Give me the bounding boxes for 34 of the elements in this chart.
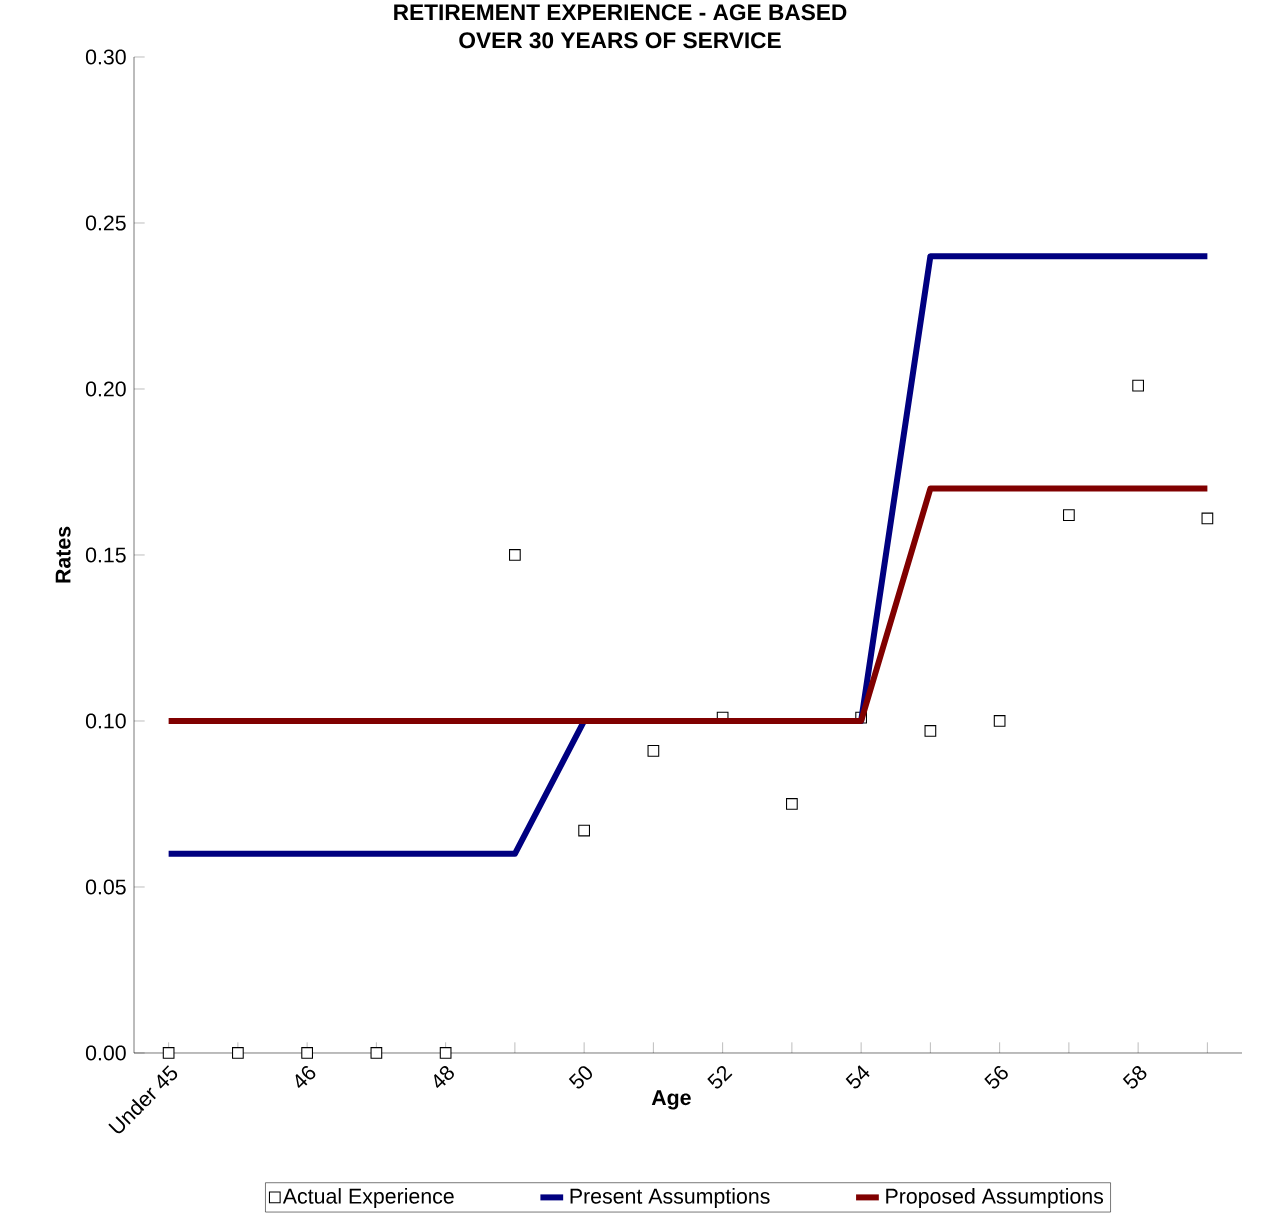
y-tick-label: 0.00 bbox=[85, 1045, 126, 1061]
point bbox=[162, 1047, 175, 1059]
x-tick-label: 52 bbox=[707, 1065, 733, 1089]
y-axis-title: Rates bbox=[55, 526, 71, 583]
x-tick-label: 48 bbox=[434, 1065, 454, 1089]
legend-label: Present Assumptions bbox=[570, 1188, 770, 1208]
point bbox=[301, 1047, 313, 1059]
x-tick-label: 56 bbox=[984, 1065, 1008, 1089]
legend-label: Proposed Assumptions bbox=[886, 1188, 1104, 1208]
x-tick-label: 46 bbox=[295, 1065, 316, 1089]
point bbox=[647, 744, 660, 757]
point bbox=[924, 725, 937, 737]
x-axis-title: Age bbox=[651, 1090, 691, 1110]
y-tick-label: 0.20 bbox=[85, 381, 126, 397]
point bbox=[993, 715, 1006, 727]
x-tick-label: 50 bbox=[568, 1066, 593, 1089]
x-tick-label: 54 bbox=[845, 1065, 870, 1089]
point bbox=[1132, 379, 1144, 392]
y-tick-label: 0.15 bbox=[85, 547, 126, 563]
point bbox=[232, 1047, 244, 1059]
point bbox=[509, 549, 521, 561]
x-tick-label: 58 bbox=[1122, 1065, 1147, 1089]
point bbox=[1063, 509, 1075, 522]
y-tick-label: 0.30 bbox=[85, 49, 126, 65]
point bbox=[786, 798, 798, 810]
point bbox=[439, 1047, 452, 1059]
point bbox=[578, 824, 590, 837]
point bbox=[370, 1047, 383, 1059]
point bbox=[1201, 512, 1214, 525]
y-tick-label: 0.05 bbox=[85, 879, 126, 895]
chart-title: RETIREMENT EXPERIENCE - AGE BASED OVER 30 YEARS OF SERVICE bbox=[394, 4, 847, 49]
y-tick-label: 0.25 bbox=[85, 215, 126, 231]
y-tick-label: 0.10 bbox=[85, 713, 126, 729]
legend-label: Actual Experience bbox=[282, 1188, 454, 1208]
